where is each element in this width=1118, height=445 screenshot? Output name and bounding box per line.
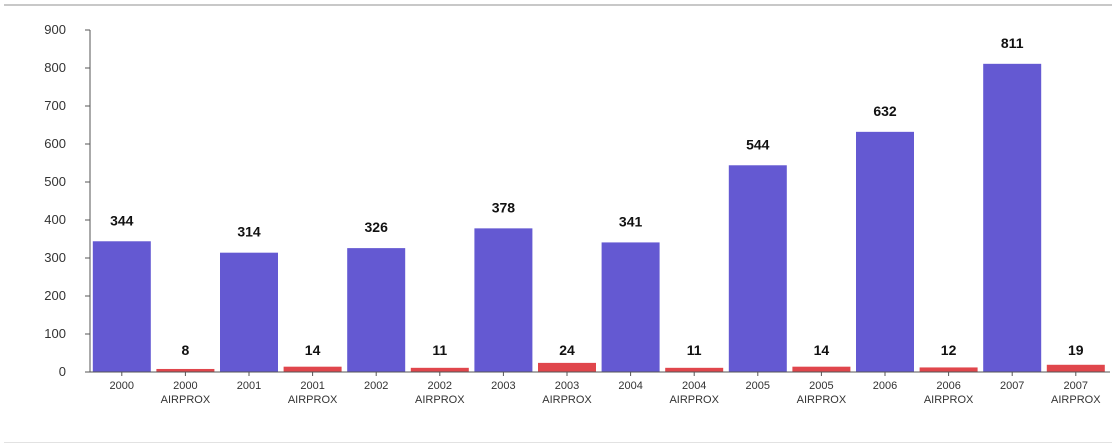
data-label: 14	[305, 342, 321, 358]
bar-airprox	[1046, 364, 1105, 372]
bars	[92, 63, 1105, 372]
bar-airprox	[919, 367, 978, 372]
bar-year	[983, 63, 1042, 372]
y-tick-label: 600	[44, 136, 66, 151]
data-label: 341	[619, 213, 643, 229]
bar-airprox	[665, 367, 724, 372]
x-tick-label: 2003 AIRPROX	[542, 380, 592, 406]
data-label: 19	[1068, 342, 1084, 358]
y-tick-label: 300	[44, 250, 66, 265]
x-tick-label: 2001 AIRPROX	[288, 380, 338, 406]
y-tick-label: 500	[44, 174, 66, 189]
bar-airprox	[410, 367, 469, 372]
data-labels: 344 8 314 14 326 11 378 24 341 11 544 14 632 12 811 19	[110, 35, 1084, 358]
x-tick-label: 2005 AIRPROX	[797, 380, 847, 406]
x-tick-label: 2002 AIRPROX	[415, 380, 465, 406]
bar-airprox	[538, 362, 596, 372]
data-label: 14	[814, 342, 830, 358]
x-tick-label: 2001	[237, 380, 261, 392]
data-label: 24	[559, 342, 575, 358]
x-tick-label: 2004 AIRPROX	[669, 380, 719, 406]
y-tick-label: 900	[44, 22, 66, 37]
data-label: 632	[873, 103, 897, 119]
y-tick-label: 100	[44, 326, 66, 341]
y-tick-label: 700	[44, 98, 66, 113]
data-label: 8	[182, 342, 190, 358]
x-tick-label: 2004	[618, 380, 642, 392]
data-label: 544	[746, 136, 770, 152]
bar-year	[220, 252, 278, 372]
bar-airprox	[283, 366, 342, 372]
data-label: 12	[941, 342, 957, 358]
x-tick-label: 2007	[1000, 380, 1024, 392]
x-tick-label: 2006	[873, 380, 897, 392]
data-label: 378	[492, 199, 516, 215]
x-tick-label: 2006 AIRPROX	[924, 380, 974, 406]
data-label: 811	[1001, 35, 1024, 51]
data-label: 11	[687, 342, 702, 358]
x-tick-label: 2000 AIRPROX	[161, 380, 211, 406]
y-tick-label: 400	[44, 212, 66, 227]
y-axis: 0 100 200 300 400 500 600 700 800 900	[44, 22, 91, 379]
data-label: 314	[237, 224, 261, 240]
bar-year	[728, 165, 787, 372]
data-label: 344	[110, 212, 134, 228]
y-tick-label: 0	[59, 364, 66, 379]
bar-year	[601, 242, 660, 372]
x-axis: 2000 2000 AIRPROX 2001 2001 AIRPROX 2002 2002 AI…	[90, 371, 1110, 406]
bar-airprox	[156, 368, 215, 372]
data-label: 326	[365, 219, 389, 235]
x-tick-label: 2003	[491, 380, 515, 392]
bar-year	[856, 131, 914, 372]
bar-year	[474, 228, 533, 372]
data-label: 11	[432, 342, 447, 358]
bar-year	[347, 248, 406, 372]
x-tick-label: 2002	[364, 380, 388, 392]
chart-frame	[4, 4, 1112, 443]
y-tick-label: 200	[44, 288, 66, 303]
y-tick-label: 800	[44, 60, 66, 75]
bar-year	[92, 241, 151, 372]
x-tick-label: 2000	[110, 380, 134, 392]
bar-airprox	[792, 366, 851, 372]
x-tick-label: 2005	[746, 380, 770, 392]
x-tick-label: 2007 AIRPROX	[1051, 380, 1101, 406]
